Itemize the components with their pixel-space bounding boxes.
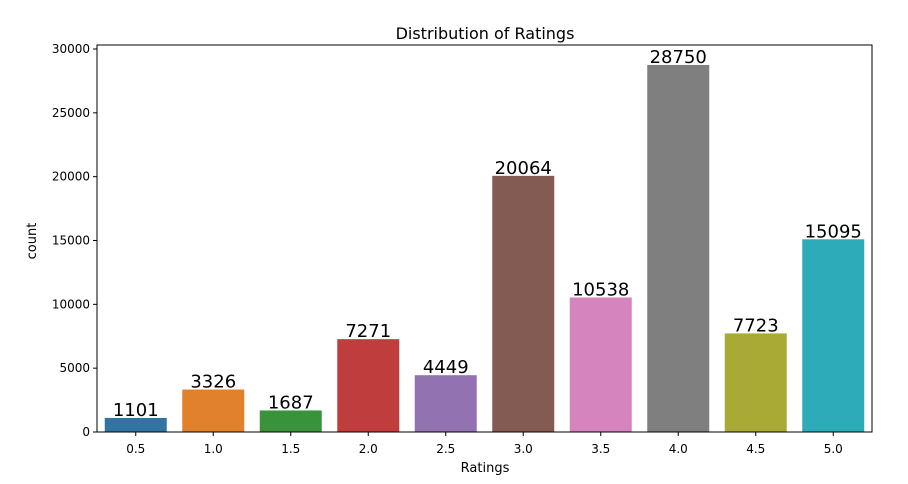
y-tick-label-15000: 15000	[52, 234, 90, 248]
bar-1.0	[182, 389, 245, 432]
plot-area: 1101 0.5 3326 1.0 1687 1.5 7271 2.0 4449 2.5 20064…	[52, 42, 873, 456]
data-label-5.0: 15095	[805, 221, 862, 242]
x-axis-label: Ratings	[461, 461, 510, 476]
x-tick-label-4.5: 4.5	[746, 442, 765, 456]
bar-4.0	[647, 64, 710, 433]
x-tick-label-2.5: 2.5	[436, 442, 455, 456]
y-tick-label-20000: 20000	[52, 170, 90, 184]
x-tick-label-4.0: 4.0	[669, 442, 688, 456]
y-tick-label-0: 0	[82, 425, 90, 439]
chart-title: Distribution of Ratings	[396, 24, 575, 43]
x-tick-label-2.0: 2.0	[359, 442, 378, 456]
data-label-0.5: 1101	[113, 400, 159, 421]
data-label-2.0: 7271	[345, 321, 391, 342]
bar-2.0	[337, 339, 400, 432]
bar-1.5	[259, 410, 322, 432]
y-tick-label-10000: 10000	[52, 297, 90, 311]
bar-3.0	[492, 175, 555, 432]
bar-2.5	[414, 375, 477, 432]
bar-0.5	[104, 417, 167, 432]
x-tick-label-1.5: 1.5	[281, 442, 300, 456]
bar-4.5	[724, 333, 787, 432]
data-label-4.0: 28750	[650, 47, 707, 68]
data-label-3.0: 20064	[495, 158, 552, 179]
x-tick-label-5.0: 5.0	[824, 442, 843, 456]
x-tick-label-1.0: 1.0	[204, 442, 223, 456]
x-tick-label-3.5: 3.5	[591, 442, 610, 456]
data-label-1.5: 1687	[268, 392, 314, 413]
x-tick-label-3.0: 3.0	[514, 442, 533, 456]
data-label-3.5: 10538	[572, 279, 629, 300]
data-label-2.5: 4449	[423, 357, 469, 378]
y-tick-label-5000: 5000	[59, 361, 90, 375]
bar-5.0	[802, 239, 865, 432]
bar-3.5	[569, 297, 632, 432]
y-tick-label-25000: 25000	[52, 106, 90, 120]
data-label-1.0: 3326	[190, 372, 236, 393]
x-tick-label-0.5: 0.5	[126, 442, 145, 456]
y-axis-label: count	[25, 223, 40, 260]
axes-frame	[96, 44, 873, 433]
y-tick-label-30000: 30000	[52, 42, 90, 56]
data-label-4.5: 7723	[733, 315, 779, 336]
